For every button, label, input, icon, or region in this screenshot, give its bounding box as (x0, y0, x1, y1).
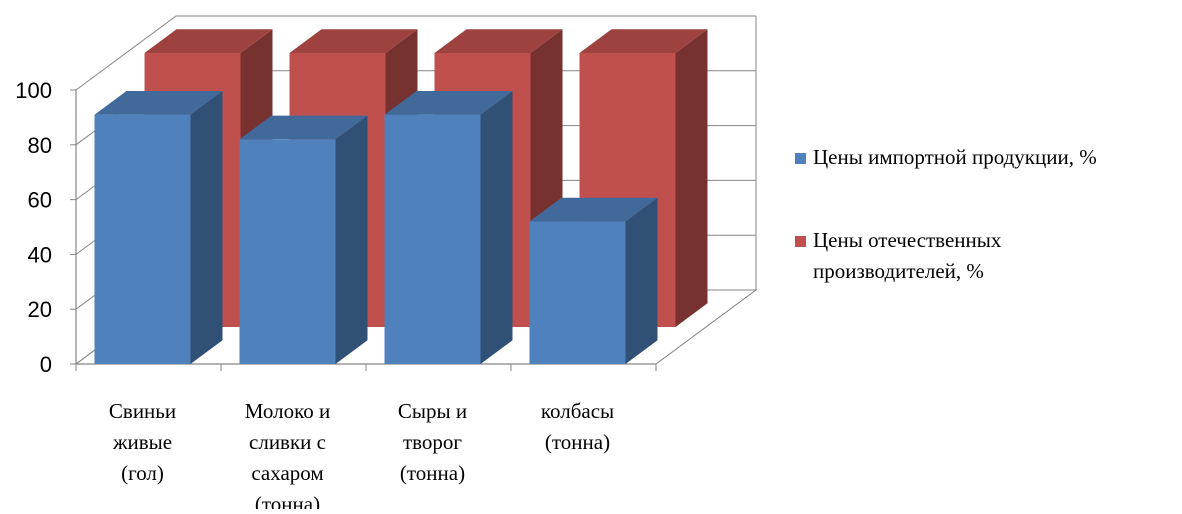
bar-side (625, 197, 658, 364)
y-tick-label: 40 (28, 242, 52, 267)
gridline (75, 15, 756, 91)
x-category-label-line: Свиньи (109, 399, 176, 423)
x-category-label-line: (тонна) (400, 461, 465, 485)
y-tick-label: 80 (28, 133, 52, 158)
bar-front (529, 221, 626, 364)
x-category-label-line: колбасы (541, 399, 614, 423)
x-category-label: колбасы (тонна) (541, 399, 614, 454)
x-category-label: Сыры и творог (тонна) (398, 399, 467, 485)
x-category-label-line: сахаром (251, 461, 323, 485)
legend-swatch-series-2 (795, 236, 806, 247)
bar-series-1-cat-2 (239, 115, 368, 364)
bar-top (289, 29, 418, 53)
bar-top (239, 115, 368, 140)
x-category-label-line: (гол) (121, 461, 164, 485)
x-category-label: Молоко и сливки с сахаром (тонна) (245, 399, 330, 509)
x-category-label-line: Молоко и (245, 399, 330, 423)
y-tick-label: 0 (40, 352, 52, 377)
bar-top (529, 197, 658, 222)
x-category-label-line: Сыры и (398, 399, 467, 423)
bar-top (579, 29, 708, 53)
bar-top (434, 29, 563, 53)
bar-front (239, 139, 336, 364)
legend-label-series-2: Цены отечественных производителей, % (813, 228, 1002, 283)
bar-top (384, 91, 513, 115)
bar-series-1-cat-4 (529, 197, 658, 364)
y-tick-label: 60 (28, 188, 52, 213)
x-category-label-line: (тонна) (545, 430, 610, 454)
bar-series-1-cat-1 (94, 91, 223, 364)
legend-swatch-series-1 (795, 153, 806, 164)
legend-label-series-1: Цены импортной продукции, % (813, 145, 1097, 169)
x-category-label-line: творог (403, 430, 462, 454)
bar-side (190, 91, 223, 364)
bar-front (384, 114, 481, 364)
legend-label-line: Цены отечественных (813, 228, 1002, 252)
x-category-label-line: сливки с (249, 430, 326, 454)
x-category-label-line: живые (112, 430, 172, 454)
bar-top (144, 29, 273, 53)
bar-front (94, 114, 191, 364)
bar-side (480, 91, 513, 364)
y-tick-label: 20 (28, 297, 52, 322)
legend-label-line: Цены импортной продукции, % (813, 145, 1097, 169)
legend-label-line: производителей, % (813, 259, 984, 283)
bar-series-1-cat-3 (384, 91, 513, 364)
bar-top (94, 91, 223, 115)
y-tick-label: 100 (15, 78, 52, 103)
bar-side (335, 115, 368, 364)
x-category-label-line: (тонна) (255, 492, 320, 509)
bar-side (675, 29, 708, 328)
x-category-label: Свиньи живые (гол) (109, 399, 176, 485)
